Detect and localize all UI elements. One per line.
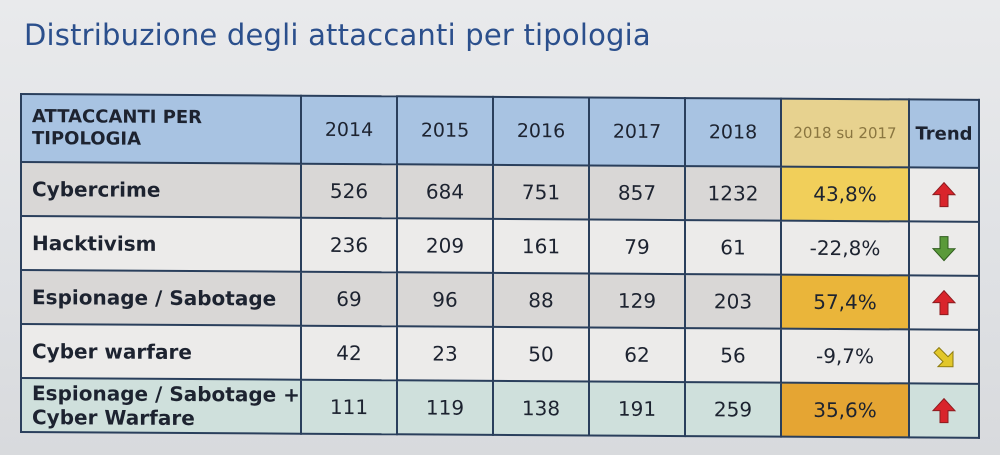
- trend-cell: [909, 221, 979, 276]
- cell-value: 751: [493, 164, 589, 220]
- row-label: Espionage / Sabotage: [21, 270, 301, 326]
- header-year-2016: 2016: [493, 96, 589, 166]
- cell-value: 209: [397, 218, 493, 273]
- cell-value: 79: [589, 219, 685, 275]
- change-cell: 35,6%: [781, 382, 909, 438]
- change-cell: 43,8%: [781, 166, 909, 222]
- cell-value: 62: [589, 327, 685, 383]
- cell-value: 42: [301, 325, 397, 381]
- cell-value: 88: [493, 272, 589, 328]
- cell-value: 191: [589, 381, 685, 437]
- header-year-2018: 2018: [685, 98, 781, 167]
- cell-value: 259: [685, 382, 781, 437]
- row-label: Espionage / Sabotage + Cyber Warfare: [21, 378, 301, 434]
- cell-value: 138: [493, 380, 589, 436]
- header-change: 2018 su 2017: [781, 98, 909, 168]
- table-row: Cyber warfare 42 23 50 62 56 -9,7%: [21, 324, 979, 384]
- table-row: Espionage / Sabotage 69 96 88 129 203 57…: [21, 270, 979, 330]
- cell-value: 23: [397, 326, 493, 381]
- cell-value: 119: [397, 380, 493, 435]
- cell-value: 111: [301, 379, 397, 435]
- table-row: Hacktivism 236 209 161 79 61 -22,8%: [21, 216, 979, 276]
- header-year-2015: 2015: [397, 96, 493, 165]
- arrow-up-icon: [931, 181, 957, 208]
- header-year-2017: 2017: [589, 97, 685, 167]
- cell-value: 129: [589, 273, 685, 329]
- row-label: Cybercrime: [21, 162, 301, 218]
- cell-value: 96: [397, 272, 493, 327]
- header-year-2014: 2014: [301, 95, 397, 165]
- header-attackers-type: ATTACCANTI PER TIPOLOGIA: [21, 94, 301, 164]
- cell-value: 203: [685, 274, 781, 329]
- table-row: Cybercrime 526 684 751 857 1232 43,8%: [21, 162, 979, 222]
- header-row: ATTACCANTI PER TIPOLOGIA 2014 2015 2016 …: [21, 94, 979, 168]
- cell-value: 161: [493, 218, 589, 274]
- cell-value: 857: [589, 165, 685, 221]
- arrow-down-icon: [931, 236, 957, 262]
- arrow-up-icon: [931, 397, 957, 424]
- cell-value: 56: [685, 328, 781, 383]
- trend-cell: [909, 329, 979, 384]
- page-title: Distribuzione degli attaccanti per tipol…: [24, 18, 651, 52]
- header-trend: Trend: [909, 99, 979, 168]
- change-cell: -22,8%: [781, 220, 909, 276]
- arrow-up-icon: [931, 289, 957, 316]
- attackers-table: ATTACCANTI PER TIPOLOGIA 2014 2015 2016 …: [20, 93, 980, 439]
- cell-value: 1232: [685, 166, 781, 221]
- change-cell: 57,4%: [781, 274, 909, 330]
- row-label: Hacktivism: [21, 216, 301, 272]
- cell-value: 61: [685, 220, 781, 275]
- change-cell: -9,7%: [781, 328, 909, 384]
- cell-value: 50: [493, 326, 589, 382]
- cell-value: 236: [301, 217, 397, 273]
- trend-cell: [909, 383, 979, 438]
- row-label: Cyber warfare: [21, 324, 301, 380]
- cell-value: 69: [301, 271, 397, 327]
- cell-value: 526: [301, 163, 397, 219]
- trend-cell: [909, 167, 979, 222]
- arrow-down-right-icon: [933, 346, 954, 368]
- table-row: Espionage / Sabotage + Cyber Warfare 111…: [21, 378, 979, 438]
- cell-value: 684: [397, 164, 493, 219]
- trend-cell: [909, 275, 979, 330]
